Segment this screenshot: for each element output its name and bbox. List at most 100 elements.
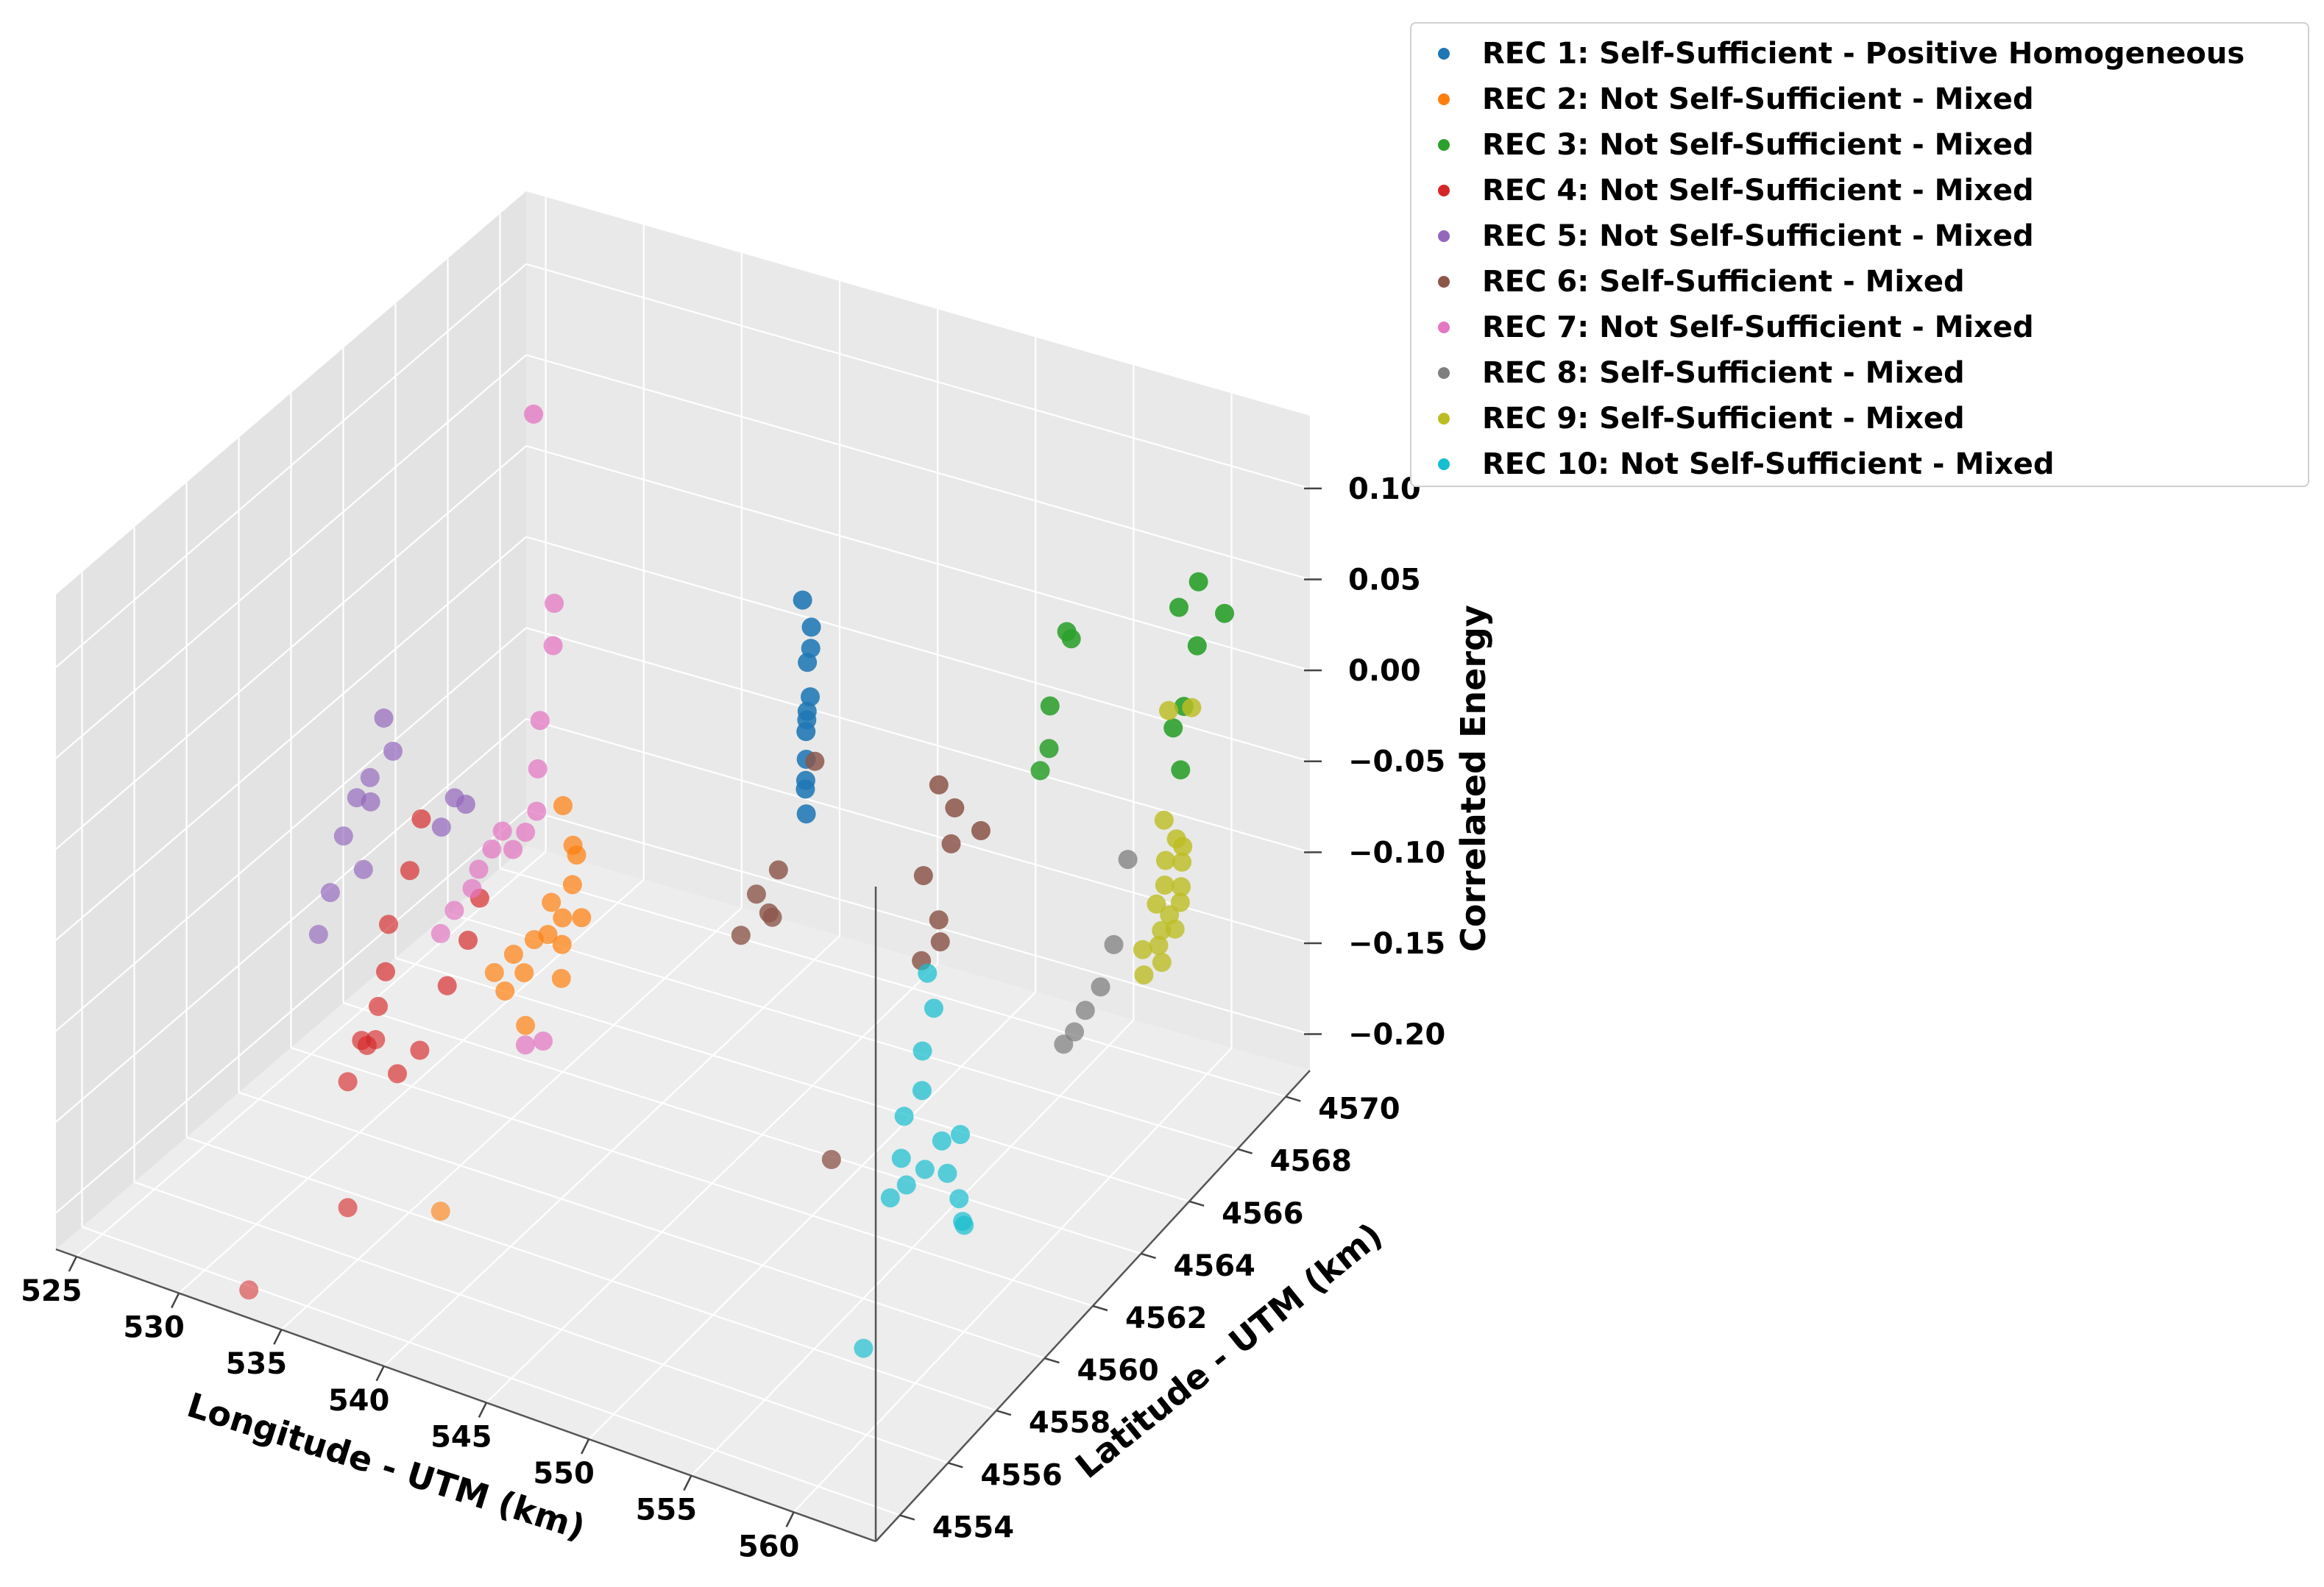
point-rec10-6 — [880, 1188, 900, 1208]
x-tick-mark-1 — [170, 1292, 180, 1309]
point-rec4-2 — [379, 915, 398, 934]
legend-label-rec-10: REC 10: Not Self-Sufficient - Mixed — [1482, 447, 2055, 481]
y-tick-mark-5 — [1141, 1252, 1156, 1260]
point-rec8-3 — [1065, 1022, 1084, 1042]
grid-left-z-2 — [55, 627, 527, 1032]
legend-item-rec-10: REC 10: Not Self-Sufficient - Mixed — [1438, 441, 2308, 487]
x-tick-label-1: 530 — [123, 1311, 185, 1345]
point-rec3-10 — [1163, 718, 1183, 738]
point-rec10-11 — [951, 1125, 970, 1144]
legend-marker-rec-1 — [1438, 48, 1450, 60]
point-rec7-6 — [516, 823, 536, 842]
point-rec6-7 — [945, 798, 965, 817]
point-rec2-9 — [514, 963, 534, 983]
point-rec2-2 — [562, 875, 582, 895]
point-rec10-14 — [954, 1215, 974, 1235]
legend-marker-rec-5 — [1438, 230, 1450, 242]
point-rec10-12 — [949, 1189, 969, 1209]
legend-marker-rec-4 — [1438, 185, 1450, 196]
point-rec9-5 — [1155, 851, 1175, 870]
z-tick-label-4: 0.00 — [1348, 654, 1421, 688]
point-rec4-15 — [239, 1280, 259, 1300]
point-rec7-1 — [545, 594, 564, 613]
point-rec4-1 — [400, 861, 419, 881]
legend-marker-rec-3 — [1438, 139, 1450, 151]
grid-left-z-0 — [55, 809, 527, 1214]
grid-left-z-1 — [55, 718, 527, 1123]
point-rec5-8 — [308, 925, 328, 944]
point-rec6-10 — [929, 910, 949, 930]
point-rec4-0 — [411, 809, 431, 828]
y-tick-label-3: 4560 — [1077, 1354, 1158, 1388]
point-rec1-9 — [796, 779, 815, 799]
point-rec7-12 — [444, 901, 464, 920]
x-tick-mark-4 — [478, 1402, 487, 1418]
point-rec10-4 — [894, 1107, 914, 1126]
point-rec10-1 — [924, 998, 943, 1018]
point-rec7-13 — [431, 923, 450, 943]
x-tick-label-7: 560 — [738, 1530, 800, 1563]
point-rec9-17 — [1152, 953, 1172, 972]
legend-item-rec-1: REC 1: Self-Sufficient - Positive Homoge… — [1438, 31, 2308, 77]
grid-floor-y-0 — [82, 1226, 901, 1516]
grid-back-z-6 — [525, 263, 1311, 489]
x-tick-mark-6 — [683, 1475, 692, 1491]
point-rec3-11 — [1171, 760, 1191, 780]
point-rec7-15 — [534, 1032, 553, 1051]
x-tick-label-0: 525 — [21, 1274, 82, 1308]
y-axis-ticks: 4554 4556 4558 4560 4562 4564 4566 4568 4570 — [899, 1093, 1400, 1544]
point-rec7-8 — [492, 821, 512, 841]
point-rec5-1 — [383, 742, 403, 761]
legend-label-rec-9: REC 9: Self-Sufficient - Mixed — [1482, 402, 1965, 436]
point-rec8-4 — [1054, 1034, 1074, 1054]
y-tick-label-5: 4564 — [1174, 1249, 1255, 1283]
legend-label-rec-8: REC 8: Self-Sufficient - Mixed — [1482, 356, 1965, 390]
point-rec6-8 — [941, 834, 961, 853]
point-rec3-2 — [1040, 696, 1060, 716]
point-rec4-10 — [410, 1040, 430, 1060]
y-tick-label-0: 4554 — [932, 1510, 1014, 1544]
legend-label-rec-6: REC 6: Self-Sufficient - Mixed — [1482, 265, 1965, 299]
point-rec8-2 — [1075, 1001, 1095, 1020]
grid-left-z-4 — [55, 445, 527, 850]
point-rec5-6 — [353, 859, 373, 879]
y-tick-mark-1 — [947, 1462, 963, 1469]
legend-marker-rec-9 — [1438, 413, 1450, 425]
y-tick-label-8: 4570 — [1318, 1093, 1400, 1126]
point-rec6-5 — [762, 907, 782, 927]
point-rec6-13 — [821, 1150, 841, 1169]
legend-marker-rec-6 — [1438, 276, 1450, 288]
point-rec10-9 — [932, 1131, 952, 1151]
point-rec6-14 — [971, 821, 991, 840]
point-rec9-12 — [1170, 892, 1190, 912]
point-rec10-5 — [891, 1148, 911, 1168]
point-rec4-6 — [338, 1072, 358, 1092]
x-tick-label-3: 540 — [328, 1384, 390, 1418]
point-rec5-2 — [360, 767, 380, 787]
y-tick-label-7: 4568 — [1270, 1145, 1352, 1179]
x-tick-mark-5 — [580, 1438, 590, 1455]
point-rec5-10 — [456, 795, 475, 814]
point-rec5-5 — [333, 826, 353, 846]
point-rec7-9 — [482, 839, 502, 859]
legend-item-rec-9: REC 9: Self-Sufficient - Mixed — [1438, 396, 2308, 441]
point-rec10-10 — [938, 1163, 957, 1183]
point-rec7-4 — [528, 759, 548, 778]
y-tick-label-1: 4556 — [980, 1458, 1062, 1492]
point-rec1-11 — [797, 701, 817, 721]
point-rec7-3 — [530, 711, 550, 731]
point-rec9-1 — [1182, 697, 1202, 717]
point-rec7-11 — [462, 878, 482, 898]
grid-floor-y-4 — [291, 1046, 1094, 1307]
z-tick-label-3: −0.05 — [1348, 745, 1445, 779]
legend-label-rec-1: REC 1: Self-Sufficient - Positive Homoge… — [1482, 37, 2245, 71]
x-tick-label-6: 555 — [636, 1494, 698, 1527]
grid-back-z-0 — [525, 809, 1311, 1035]
point-rec9-2 — [1154, 810, 1174, 830]
grid-floor-y-3 — [238, 1091, 1045, 1360]
z-axis-label: Correlated Energy — [1453, 605, 1493, 952]
point-rec9-15 — [1165, 919, 1185, 939]
point-rec5-7 — [320, 883, 340, 903]
point-rec7-10 — [469, 859, 489, 879]
point-rec9-13 — [1133, 940, 1152, 959]
